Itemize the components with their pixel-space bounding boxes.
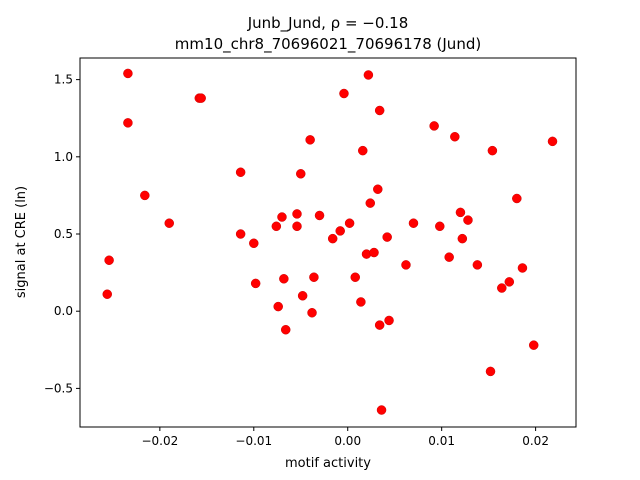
data-point	[350, 272, 360, 282]
plot-area-frame	[79, 57, 577, 428]
data-point	[279, 274, 289, 284]
y-tick-label: 1.0	[54, 150, 73, 164]
data-point	[435, 221, 445, 232]
chart-title-line1: Junb_Jund, ρ = −0.18	[247, 14, 409, 33]
data-point	[327, 233, 338, 244]
y-tick-label: 1.5	[54, 73, 73, 87]
data-point	[401, 260, 411, 270]
data-point	[369, 247, 379, 258]
data-point	[485, 366, 496, 377]
x-axis-label: motif activity	[285, 456, 371, 471]
chart-title-line2: mm10_chr8_70696021_70696178 (Jund)	[175, 35, 481, 54]
data-point	[280, 324, 291, 335]
x-tick-label: 0.00	[334, 434, 361, 448]
x-axis-ticks: −0.02 −0.01 0.00 0.01 0.02	[141, 427, 549, 448]
data-point	[140, 190, 150, 201]
data-point	[292, 209, 302, 219]
data-point	[528, 340, 539, 350]
data-point	[305, 135, 315, 145]
y-tick-label: 0.5	[54, 227, 73, 241]
data-point	[164, 218, 174, 228]
y-axis-ticks: −0.5 0.0 0.5 1.0 1.5	[44, 73, 80, 395]
data-point	[123, 68, 133, 79]
data-point	[358, 145, 368, 156]
data-point	[339, 88, 349, 99]
data-point	[309, 272, 319, 282]
x-tick-label: 0.01	[428, 434, 455, 448]
data-point	[463, 215, 473, 225]
data-point	[497, 283, 507, 293]
data-point	[296, 169, 306, 179]
data-point	[472, 260, 483, 270]
data-point	[307, 307, 317, 318]
data-point	[517, 263, 528, 273]
data-point	[512, 193, 522, 204]
data-point	[382, 232, 392, 242]
data-point	[450, 131, 460, 142]
data-point	[504, 277, 515, 287]
data-point	[249, 238, 259, 249]
y-axis-label: signal at CRE (ln)	[14, 186, 29, 298]
data-point	[292, 221, 302, 232]
data-point	[123, 118, 133, 128]
data-point	[429, 121, 439, 131]
data-point	[104, 255, 114, 266]
data-point	[273, 301, 283, 312]
data-point	[487, 145, 498, 156]
data-point	[363, 70, 374, 80]
data-point	[365, 198, 376, 208]
data-point	[374, 320, 385, 330]
data-point	[297, 291, 308, 301]
data-point	[384, 315, 394, 326]
data-point	[235, 167, 246, 178]
data-point	[408, 218, 419, 228]
y-tick-label: 0.0	[54, 304, 73, 318]
data-point	[314, 210, 325, 221]
x-tick-label: −0.02	[141, 434, 178, 448]
data-point	[271, 221, 282, 232]
data-point	[444, 252, 454, 262]
data-point	[376, 405, 387, 415]
data-point	[277, 212, 287, 222]
data-point	[356, 297, 366, 307]
data-point	[373, 184, 383, 194]
x-tick-label: −0.01	[235, 434, 272, 448]
data-point	[457, 233, 468, 244]
data-point	[547, 136, 558, 147]
data-point	[235, 229, 246, 239]
data-point	[102, 289, 112, 299]
data-point	[455, 207, 466, 218]
data-points	[102, 68, 558, 415]
data-point	[374, 105, 385, 116]
data-point	[344, 218, 355, 228]
data-point	[335, 226, 345, 236]
y-tick-label: −0.5	[44, 381, 73, 395]
data-point	[196, 93, 206, 103]
x-tick-label: 0.02	[522, 434, 549, 448]
data-point	[250, 278, 261, 289]
